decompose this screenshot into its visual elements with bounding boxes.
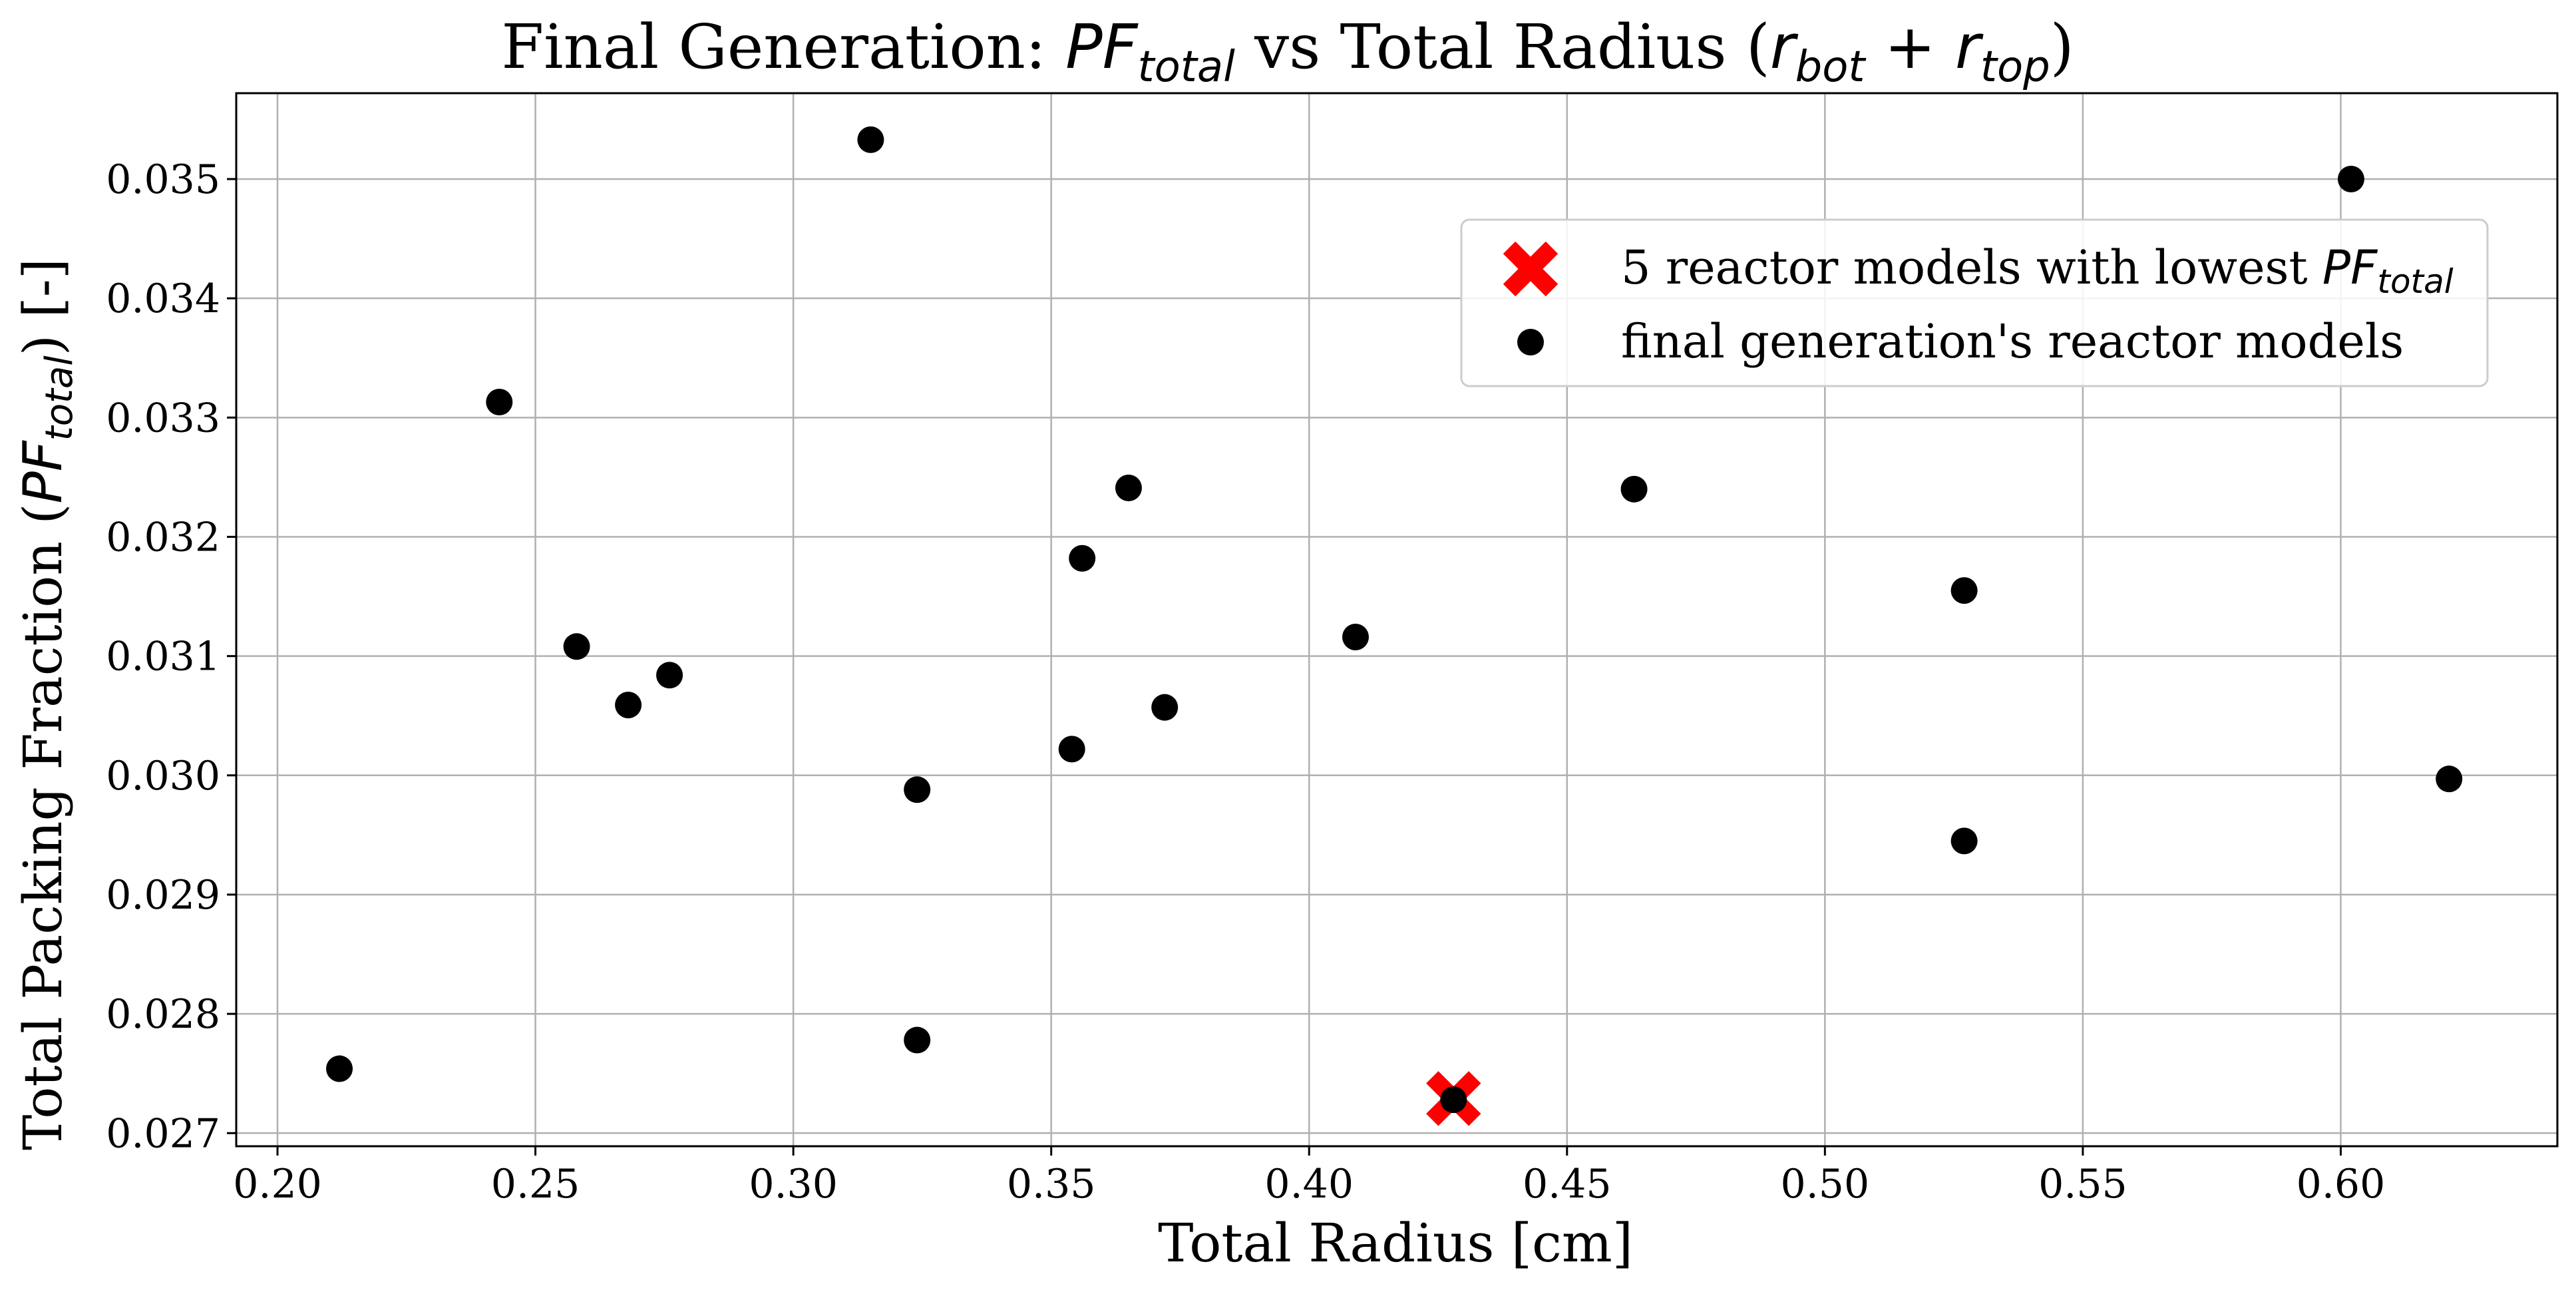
plot-frame	[235, 92, 2559, 1148]
x-axis-label: Total Radius [cm]	[1158, 1212, 1633, 1274]
x-tick-label: 0.35	[1007, 1161, 1096, 1207]
data-point	[326, 1055, 353, 1082]
y-axis-label: Total Packing Fraction (PFtotal) [-]	[12, 258, 81, 1150]
chart-title: Final Generation: PFtotal vs Total Radiu…	[501, 11, 2074, 92]
x-tick-label: 0.40	[1264, 1161, 1354, 1207]
y-tick-label: 0.035	[106, 156, 220, 203]
x-tick-label: 0.30	[749, 1161, 838, 1207]
data-point	[1342, 623, 1369, 650]
y-tick-label: 0.032	[106, 514, 220, 560]
data-point	[2436, 765, 2463, 793]
data-point	[1069, 544, 1096, 572]
y-tick-label: 0.030	[106, 753, 220, 799]
data-points	[326, 126, 2463, 1126]
x-tick-label: 0.50	[1781, 1161, 1870, 1207]
data-point	[563, 633, 590, 660]
data-point	[656, 662, 683, 689]
data-point	[904, 1026, 931, 1054]
data-point	[1620, 475, 1648, 503]
x-tick-label: 0.45	[1523, 1161, 1612, 1207]
data-point	[486, 389, 513, 416]
legend-red-x-marker	[1503, 241, 1559, 297]
data-point	[1950, 577, 1978, 604]
y-tick-label: 0.034	[106, 276, 220, 322]
x-tick-label: 0.60	[2297, 1161, 2386, 1207]
data-point	[1058, 736, 1085, 763]
y-tick-label: 0.031	[106, 634, 220, 680]
axis-ticks: 0.20 0.25 0.30 0.35 0.40 0.45 0.50 0.55 0.60 0.02…	[106, 156, 2385, 1207]
x-tick-label: 0.55	[2038, 1161, 2127, 1207]
data-point	[1440, 1086, 1467, 1114]
data-point	[2337, 165, 2364, 192]
x-tick-label: 0.25	[491, 1161, 580, 1207]
legend-entry-final-generation: final generation's reactor models	[1621, 314, 2404, 369]
y-tick-label: 0.029	[106, 872, 220, 919]
y-tick-label: 0.033	[106, 395, 220, 441]
y-tick-label: 0.028	[106, 991, 220, 1038]
data-point	[615, 692, 642, 719]
data-point	[857, 126, 884, 153]
x-tick-label: 0.20	[233, 1161, 322, 1207]
legend-x-glyph	[1503, 241, 1559, 297]
data-point	[1115, 475, 1142, 502]
y-tick-label: 0.027	[106, 1110, 220, 1157]
data-point	[1950, 827, 1978, 855]
legend-black-dot-marker	[1517, 329, 1544, 355]
data-point	[1151, 694, 1179, 721]
data-point	[904, 776, 931, 803]
legend: 5 reactor models with lowest PFtotal fin…	[1460, 218, 2489, 387]
legend-entry-lowest-pf: 5 reactor models with lowest PFtotal	[1621, 240, 2454, 301]
legend-box	[1460, 218, 2489, 387]
